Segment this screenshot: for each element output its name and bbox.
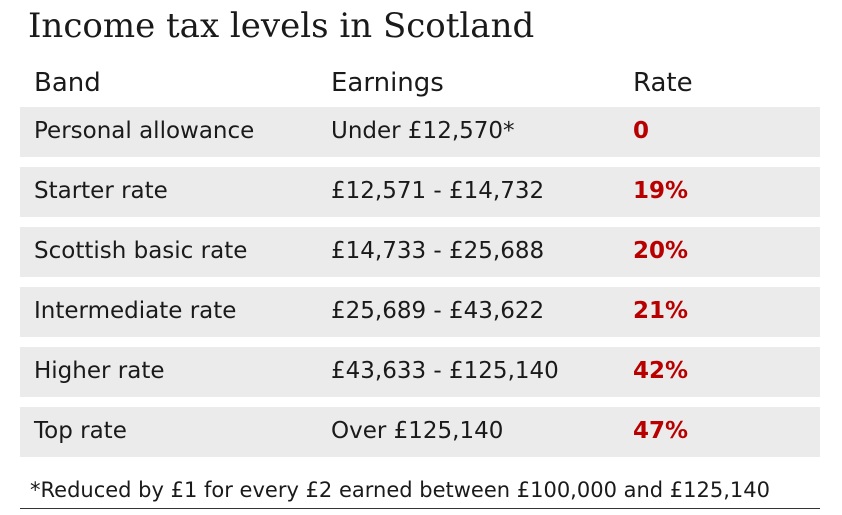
earnings-cell: £43,633 - £125,140: [331, 358, 559, 384]
table-row: Scottish basic rate £14,733 - £25,688 20…: [20, 227, 820, 277]
header-earnings: Earnings: [331, 68, 444, 98]
rate-cell: 19%: [633, 178, 689, 204]
table-row: Higher rate £43,633 - £125,140 42%: [20, 347, 820, 397]
rate-cell: 0: [633, 118, 650, 144]
band-cell: Higher rate: [34, 358, 165, 384]
footnote: *Reduced by £1 for every £2 earned betwe…: [30, 478, 770, 502]
earnings-cell: Under £12,570*: [331, 118, 515, 144]
bottom-divider: [20, 508, 820, 509]
band-cell: Starter rate: [34, 178, 168, 204]
table-row: Starter rate £12,571 - £14,732 19%: [20, 167, 820, 217]
earnings-cell: £12,571 - £14,732: [331, 178, 545, 204]
header-band: Band: [34, 68, 101, 98]
rate-cell: 20%: [633, 238, 689, 264]
rate-cell: 42%: [633, 358, 689, 384]
earnings-cell: £14,733 - £25,688: [331, 238, 545, 264]
band-cell: Scottish basic rate: [34, 238, 248, 264]
table-row: Intermediate rate £25,689 - £43,622 21%: [20, 287, 820, 337]
table-row: Personal allowance Under £12,570* 0: [20, 107, 820, 157]
page-title: Income tax levels in Scotland: [28, 6, 535, 46]
header-rate: Rate: [633, 68, 693, 98]
band-cell: Top rate: [34, 418, 127, 444]
earnings-cell: Over £125,140: [331, 418, 504, 444]
band-cell: Personal allowance: [34, 118, 255, 144]
earnings-cell: £25,689 - £43,622: [331, 298, 545, 324]
table-header: Band Earnings Rate: [20, 62, 820, 106]
rate-cell: 47%: [633, 418, 689, 444]
table-row: Top rate Over £125,140 47%: [20, 407, 820, 457]
rate-cell: 21%: [633, 298, 689, 324]
band-cell: Intermediate rate: [34, 298, 237, 324]
